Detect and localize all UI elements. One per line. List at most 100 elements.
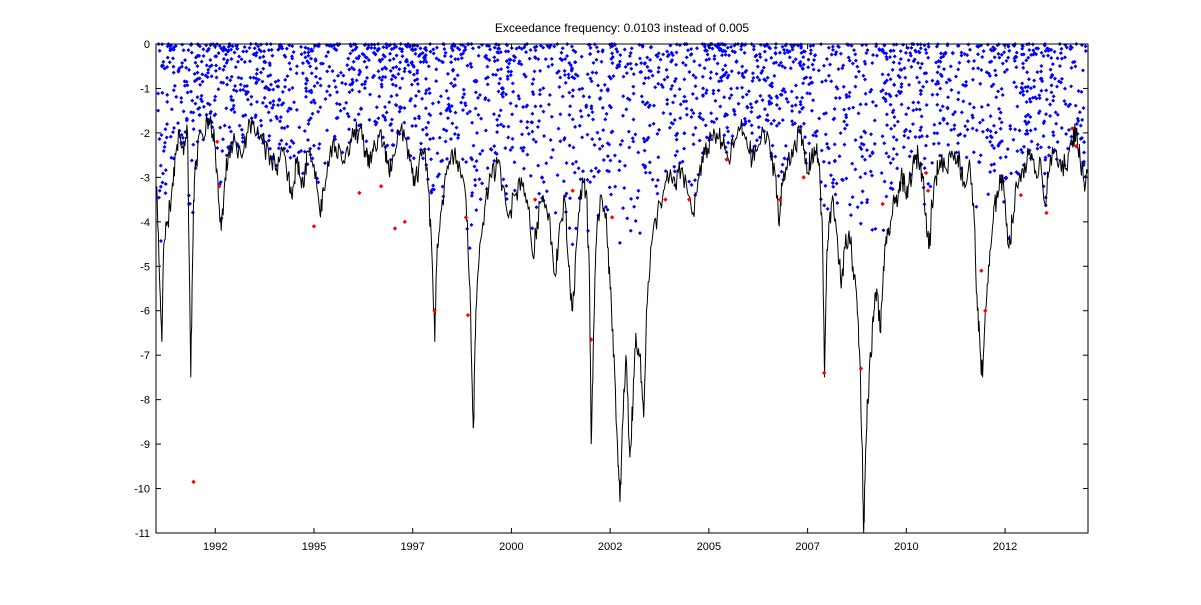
return-point (740, 74, 745, 79)
return-point (592, 143, 597, 148)
return-point (625, 216, 630, 221)
return-point (1083, 48, 1088, 53)
return-point (715, 45, 720, 50)
return-point (923, 143, 928, 148)
return-point (1027, 48, 1032, 53)
return-point (342, 106, 347, 111)
return-point (588, 180, 593, 185)
return-point (590, 137, 595, 142)
return-point (487, 58, 492, 63)
return-point (312, 84, 317, 89)
return-point (870, 227, 875, 232)
return-point (938, 55, 943, 60)
return-point (1034, 52, 1039, 57)
return-point (956, 90, 961, 95)
return-point (649, 44, 654, 49)
return-point (524, 104, 529, 109)
return-point (460, 108, 465, 113)
return-point (381, 113, 386, 118)
return-point (560, 57, 565, 62)
return-point (189, 50, 194, 55)
return-point (589, 104, 594, 109)
return-point (510, 136, 515, 141)
return-point (446, 96, 451, 101)
return-point (157, 48, 162, 53)
return-point (714, 71, 719, 76)
return-point (599, 59, 604, 64)
return-point (1043, 157, 1048, 162)
return-point (800, 95, 805, 100)
return-point (967, 47, 972, 52)
return-point (631, 91, 636, 96)
return-point (165, 99, 170, 104)
return-point (1069, 84, 1074, 89)
return-point (379, 84, 384, 89)
return-point (523, 74, 528, 79)
return-point (1049, 83, 1054, 88)
return-point (421, 156, 426, 161)
return-point (442, 54, 447, 59)
return-point (541, 180, 546, 185)
return-point (564, 161, 569, 166)
return-point (744, 68, 749, 73)
return-point (884, 112, 889, 117)
return-point (686, 48, 691, 53)
return-point (371, 73, 376, 78)
return-point (767, 93, 772, 98)
return-point (191, 110, 196, 115)
return-point (780, 44, 785, 49)
return-point (579, 114, 584, 119)
return-point (455, 73, 460, 78)
return-point (999, 52, 1004, 57)
return-point (444, 128, 449, 133)
return-point (521, 104, 526, 109)
return-point (833, 95, 838, 100)
return-point (1011, 137, 1016, 142)
return-point (271, 103, 276, 108)
return-point (1059, 56, 1064, 61)
return-point (952, 123, 957, 128)
return-point (393, 83, 398, 88)
return-point (557, 84, 562, 89)
return-point (366, 45, 371, 50)
return-point (902, 133, 907, 138)
return-point (448, 109, 453, 114)
return-point (380, 74, 385, 79)
return-point (934, 44, 939, 49)
return-point (851, 105, 856, 110)
return-point (356, 123, 361, 128)
return-point (182, 83, 187, 88)
exceedance-point (532, 197, 538, 202)
return-point (337, 102, 342, 107)
return-point (536, 57, 541, 62)
return-point (812, 53, 817, 58)
return-point (208, 57, 213, 62)
return-point (510, 81, 515, 86)
return-point (546, 102, 551, 107)
return-point (382, 105, 387, 110)
return-point (697, 63, 702, 68)
return-point (558, 75, 563, 80)
return-point (197, 44, 202, 49)
return-point (213, 68, 218, 73)
return-point (610, 51, 615, 56)
return-point (932, 122, 937, 127)
return-point (467, 246, 472, 251)
return-point (811, 98, 816, 103)
return-point (617, 168, 622, 173)
return-point (547, 92, 552, 97)
return-point (356, 112, 361, 117)
return-point (225, 82, 230, 87)
return-point (1022, 144, 1027, 149)
return-point (594, 45, 599, 50)
return-point (1043, 155, 1048, 160)
return-point (601, 128, 606, 133)
return-point (311, 98, 316, 103)
return-point (242, 45, 247, 50)
return-point (453, 57, 458, 62)
return-point (436, 100, 441, 105)
return-point (897, 61, 902, 66)
return-point (773, 51, 778, 56)
return-point (924, 102, 929, 107)
return-point (828, 62, 833, 67)
